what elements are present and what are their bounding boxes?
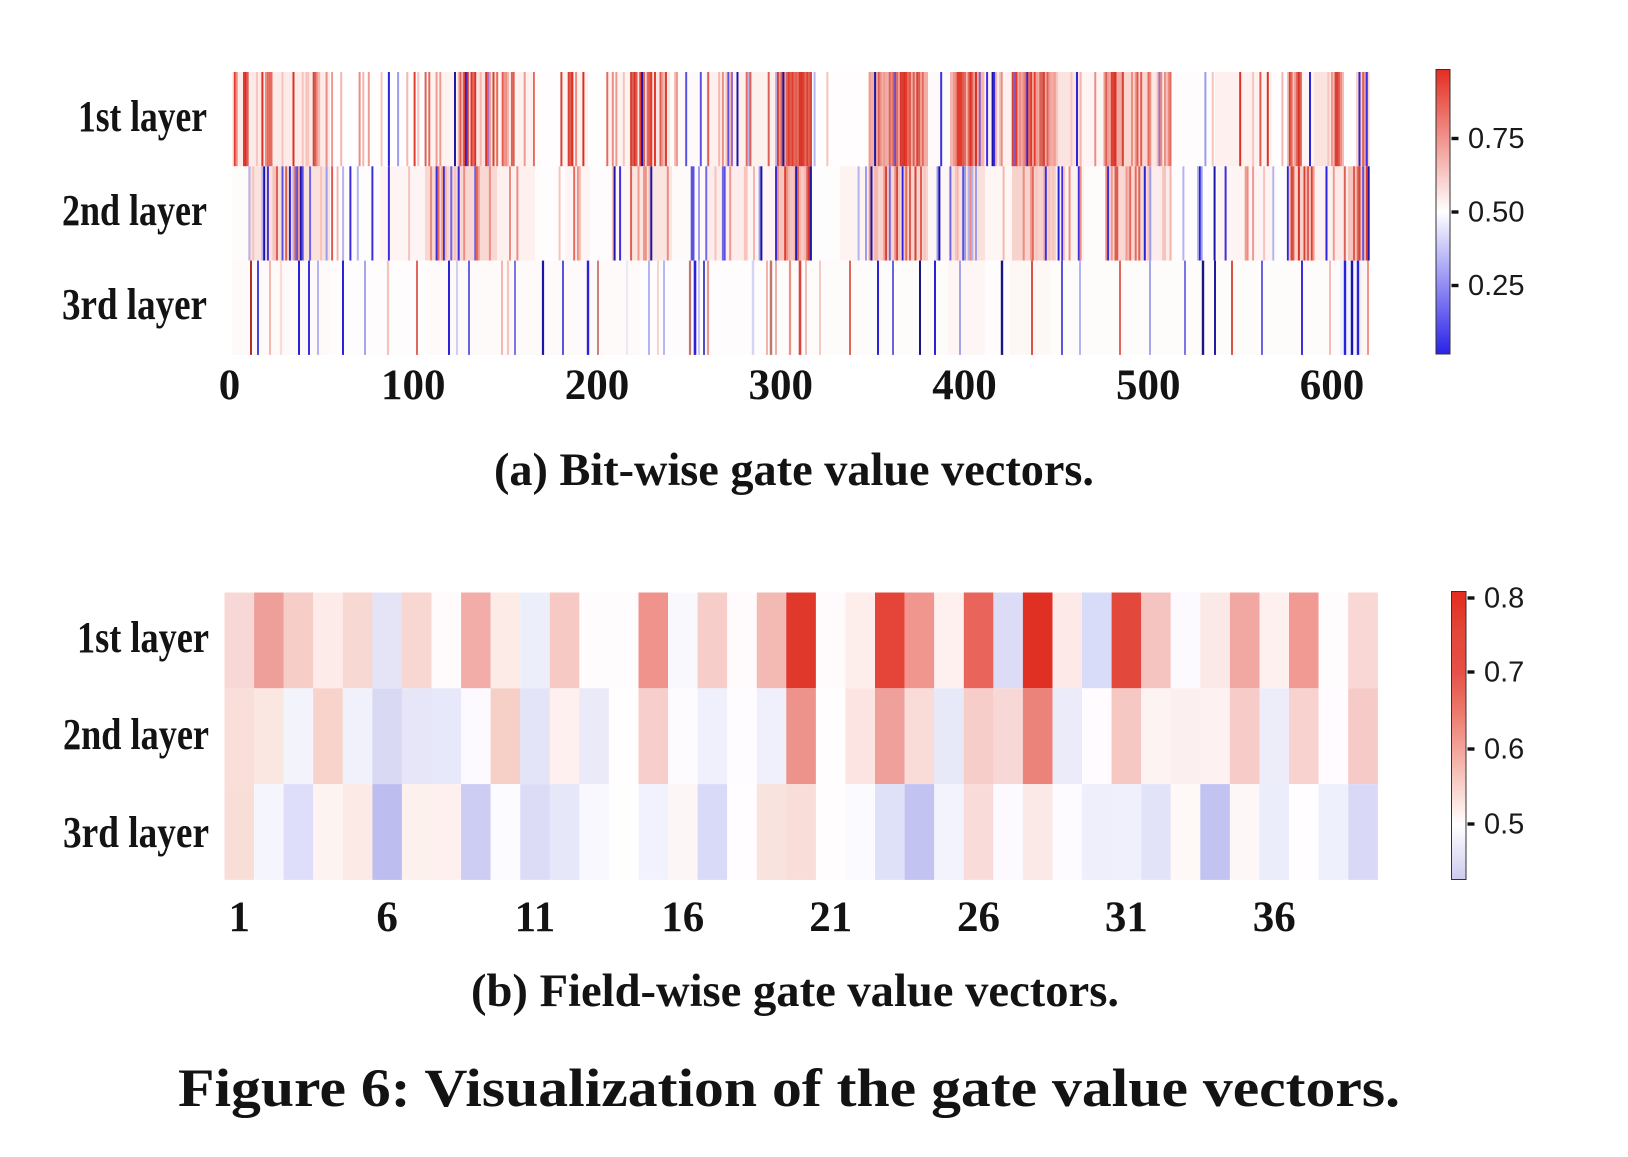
svg-text:500: 500	[1116, 362, 1181, 409]
svg-text:1st layer: 1st layer	[77, 613, 209, 662]
svg-text:600: 600	[1300, 362, 1365, 409]
svg-text:6: 6	[376, 894, 398, 941]
svg-text:0.8: 0.8	[1484, 583, 1524, 615]
svg-text:2nd layer: 2nd layer	[62, 186, 207, 235]
svg-text:0: 0	[219, 362, 241, 409]
svg-text:11: 11	[515, 894, 556, 941]
svg-text:31: 31	[1105, 894, 1148, 941]
svg-text:0.25: 0.25	[1468, 270, 1524, 302]
svg-text:0.6: 0.6	[1484, 734, 1524, 766]
svg-text:1: 1	[229, 894, 251, 941]
svg-text:21: 21	[809, 894, 852, 941]
svg-text:0.75: 0.75	[1468, 123, 1524, 155]
svg-text:3rd layer: 3rd layer	[62, 280, 207, 329]
svg-text:100: 100	[381, 362, 446, 409]
svg-text:Figure 6: Visualization of the: Figure 6: Visualization of the gate valu…	[178, 1058, 1400, 1118]
svg-text:26: 26	[957, 894, 1000, 941]
svg-text:(a) Bit-wise gate value vector: (a) Bit-wise gate value vectors.	[494, 444, 1094, 496]
svg-text:0.7: 0.7	[1484, 657, 1524, 689]
svg-text:1st layer: 1st layer	[78, 92, 207, 141]
svg-text:400: 400	[932, 362, 997, 409]
svg-text:16: 16	[661, 894, 704, 941]
svg-text:36: 36	[1253, 894, 1296, 941]
svg-text:3rd layer: 3rd layer	[63, 808, 209, 857]
svg-text:2nd layer: 2nd layer	[63, 710, 209, 759]
svg-text:200: 200	[565, 362, 630, 409]
svg-text:300: 300	[749, 362, 814, 409]
svg-text:(b) Field-wise gate value vect: (b) Field-wise gate value vectors.	[471, 965, 1119, 1017]
svg-text:0.5: 0.5	[1484, 809, 1524, 841]
svg-text:0.50: 0.50	[1468, 197, 1524, 229]
